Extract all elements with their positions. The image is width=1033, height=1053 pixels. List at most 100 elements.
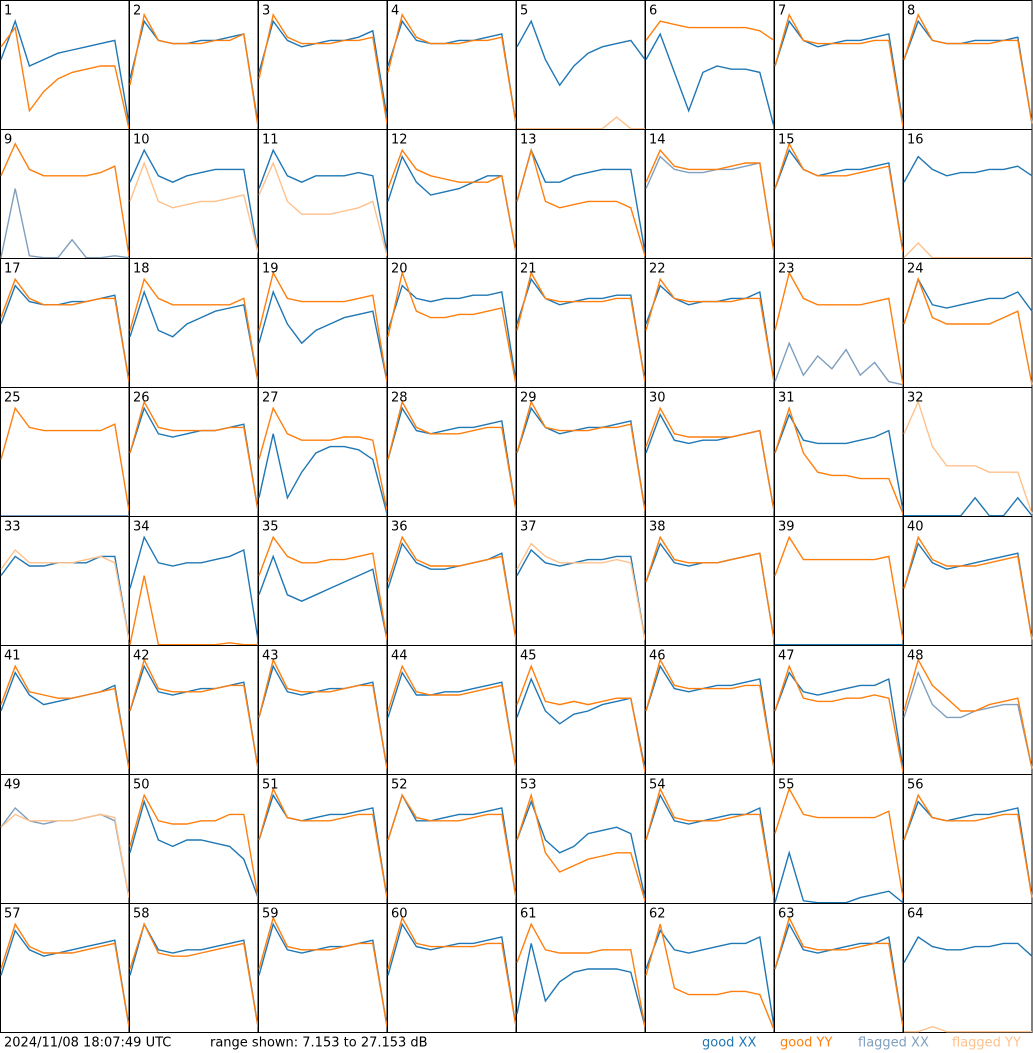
spectrum-line (903, 670, 1033, 769)
panel-frame (903, 645, 1033, 775)
panel: 20 (387, 258, 517, 388)
panel-title: 51 (262, 778, 279, 793)
panel-frame (387, 129, 517, 259)
spectrum-line (387, 13, 517, 124)
spectrum-line (516, 922, 646, 1027)
spectrum-line (387, 270, 517, 385)
panel-frame (903, 516, 1033, 646)
panel-title: 60 (391, 907, 408, 922)
panel-title: 47 (778, 649, 795, 664)
spectrum-line (516, 399, 646, 511)
spectrum-line (903, 535, 1033, 640)
panel: 24 (903, 258, 1033, 388)
panel: 42 (129, 645, 259, 775)
panel: 15 (774, 129, 904, 259)
panel-title: 48 (907, 649, 924, 664)
panel-title: 21 (520, 262, 537, 277)
panel-title: 3 (262, 4, 270, 19)
panel-frame (0, 516, 130, 646)
panel-title: 57 (4, 907, 21, 922)
panel-frame (516, 774, 646, 904)
panel-frame (645, 774, 775, 904)
spectrum-line (387, 793, 517, 898)
panel-frame (258, 0, 388, 130)
panel: 61 (516, 903, 646, 1033)
panel-frame (903, 129, 1033, 259)
panel-frame (645, 903, 775, 1033)
panel: 59 (258, 903, 388, 1033)
panel: 3 (258, 0, 388, 130)
panel-title: 26 (133, 391, 150, 406)
panel-title: 62 (649, 907, 666, 922)
panel-frame (903, 387, 1033, 517)
panel-title: 52 (391, 778, 408, 793)
panel-frame (774, 387, 904, 517)
panel: 11 (258, 129, 388, 259)
spectrum-line (904, 496, 1033, 517)
panel-title: 58 (133, 907, 150, 922)
panel: 39 (774, 516, 904, 646)
panel-frame (903, 903, 1033, 1033)
panel-frame (774, 516, 904, 646)
spectrum-line (0, 813, 130, 898)
panel: 28 (387, 387, 517, 517)
spectrum-line (129, 19, 259, 124)
spectrum-line (645, 277, 775, 382)
panel-title: 6 (649, 4, 657, 19)
spectrum-line (258, 554, 388, 640)
timestamp: 2024/11/08 18:07:49 UTC (4, 1036, 171, 1051)
spectrum-line (774, 915, 904, 1027)
panel-title: 35 (262, 520, 279, 535)
spectrum-line (258, 406, 388, 511)
panel-frame (258, 387, 388, 517)
panel-frame (258, 903, 388, 1033)
panel: 60 (387, 903, 517, 1033)
panel-frame (903, 0, 1033, 130)
spectrum-line (645, 664, 775, 769)
panel-frame (645, 387, 775, 517)
spectrum-line (516, 270, 646, 382)
panel-frame (0, 387, 130, 517)
spectrum-line (516, 147, 646, 256)
panel-title: 64 (907, 907, 924, 922)
panel: 18 (129, 258, 259, 388)
spectrum-line (258, 657, 388, 769)
spectrum-line (645, 32, 775, 127)
spectrum-line (903, 793, 1033, 898)
panel-frame (645, 129, 775, 259)
panel-title: 46 (649, 649, 666, 664)
panel-frame (387, 258, 517, 388)
panel-frame (129, 516, 259, 646)
spectrum-line (516, 677, 646, 769)
spectrum-line (129, 657, 259, 769)
panel-title: 8 (907, 4, 915, 19)
panel-title: 30 (649, 391, 666, 406)
range-label: range shown: 7.153 to 27.153 dB (210, 1036, 428, 1051)
panel-title: 24 (907, 262, 924, 277)
panel-frame (258, 129, 388, 259)
panel-frame (0, 129, 130, 259)
spectrum-line (387, 148, 517, 253)
panel-title: 13 (520, 133, 537, 148)
spectrum-line (774, 787, 904, 898)
spectrum-line (258, 19, 388, 118)
panel: 2 (129, 0, 259, 130)
panel: 23 (774, 258, 904, 388)
spectrum-line (516, 19, 646, 87)
spectrum-line (387, 664, 517, 769)
spectrum-line (129, 289, 259, 382)
panel: 10 (129, 129, 259, 259)
legend-entry: good XX (702, 1036, 756, 1051)
spectrum-line (129, 575, 258, 646)
spectrum-line (129, 922, 259, 1027)
spectrum-line (387, 915, 517, 1027)
panel-title: 41 (4, 649, 21, 664)
panel-title: 1 (4, 4, 12, 19)
spectrum-line (774, 12, 904, 127)
spectrum-line (774, 142, 904, 253)
legend-entry: flagged YY (952, 1036, 1021, 1051)
panel-frame (387, 903, 517, 1033)
panel: 64 (903, 903, 1033, 1033)
spectrum-line (387, 793, 517, 898)
